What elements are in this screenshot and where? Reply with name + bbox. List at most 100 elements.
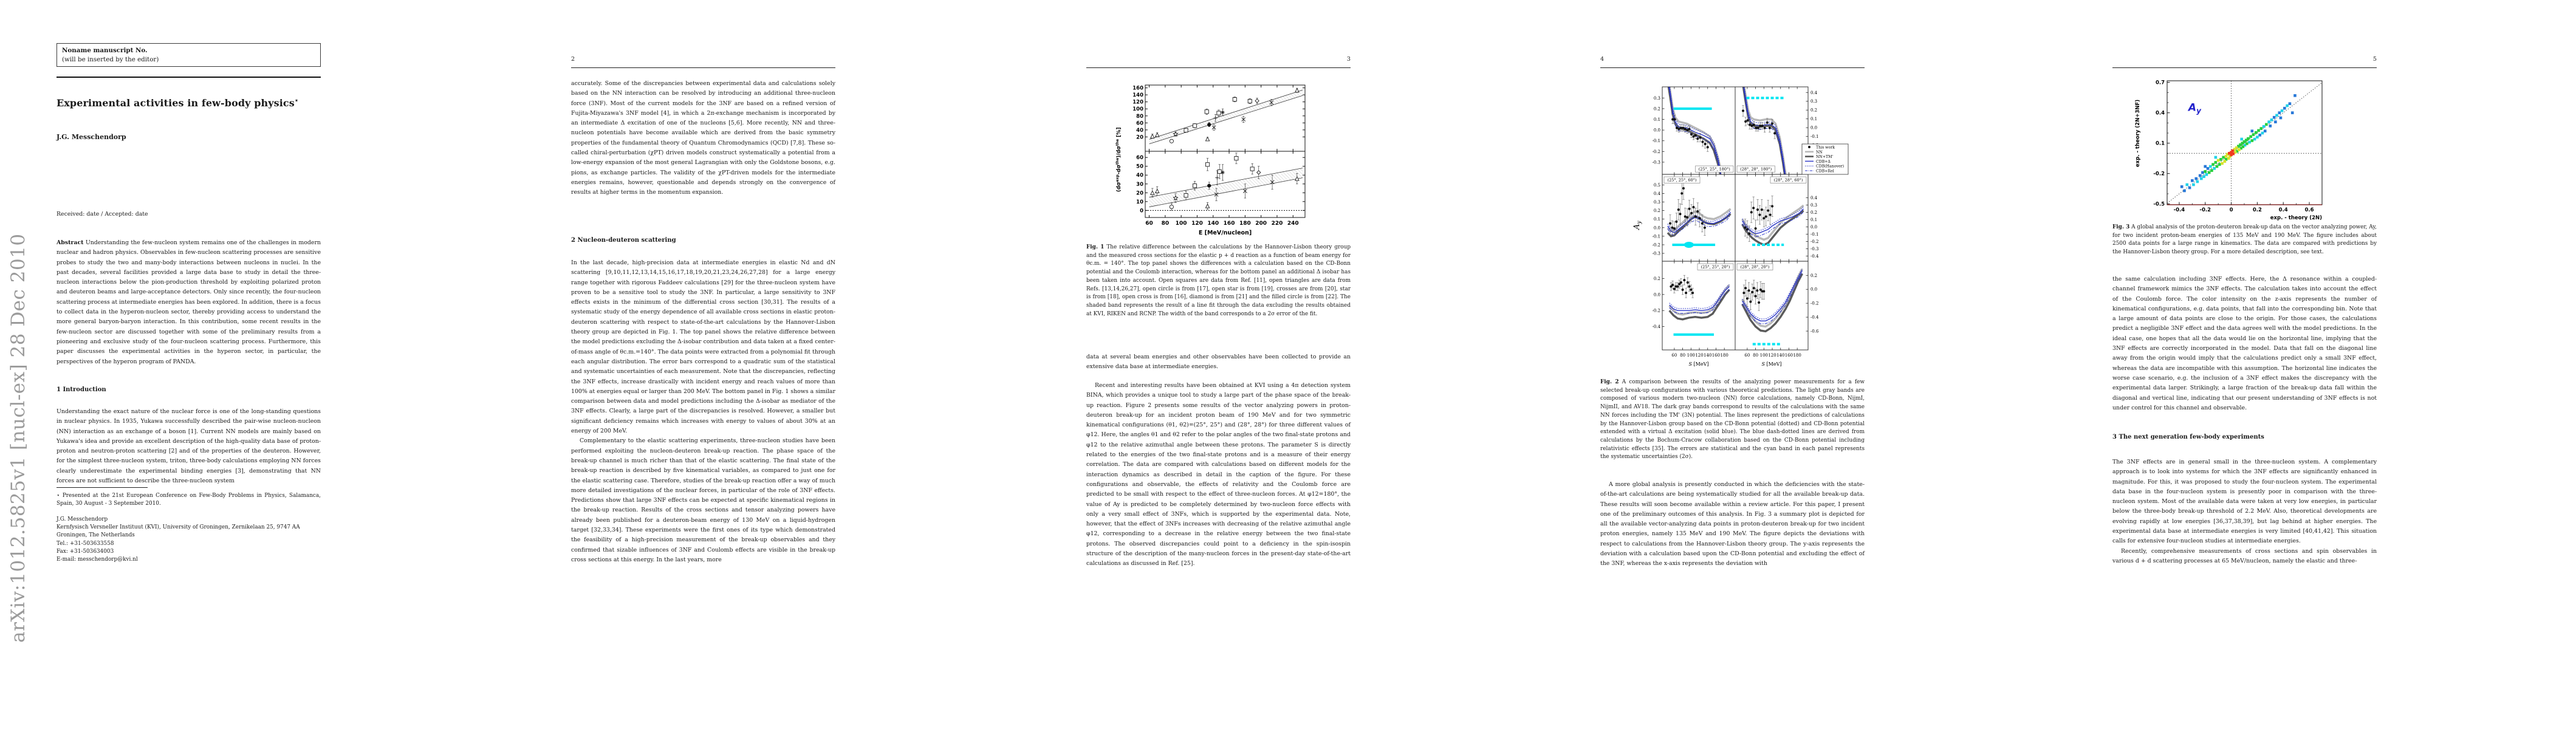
svg-text:20: 20 <box>1136 190 1143 196</box>
svg-text:140: 140 <box>1776 353 1784 358</box>
svg-text:S [MeV]: S [MeV] <box>1762 361 1782 367</box>
svg-text:(dσexp-dσthe)/dσthe [%]: (dσexp-dσthe)/dσthe [%] <box>1115 127 1122 192</box>
svg-text:NN: NN <box>1816 150 1823 154</box>
svg-text:20: 20 <box>1136 134 1143 140</box>
svg-text:-0.1: -0.1 <box>1653 234 1661 239</box>
svg-text:NN+TM': NN+TM' <box>1816 155 1833 159</box>
svg-text:220: 220 <box>1272 221 1283 227</box>
svg-text:0.7: 0.7 <box>2156 80 2165 86</box>
svg-text:S [MeV]: S [MeV] <box>1689 361 1709 367</box>
svg-text:0.4: 0.4 <box>1810 196 1818 200</box>
svg-text:(25°, 25°, 180°): (25°, 25°, 180°) <box>1699 167 1730 172</box>
svg-text:50: 50 <box>1136 164 1143 170</box>
svg-text:-0.5: -0.5 <box>2153 202 2165 208</box>
page-2: 2 accurately. Some of the discrepancies … <box>571 0 835 729</box>
svg-text:80: 80 <box>1136 114 1143 120</box>
svg-text:100: 100 <box>1687 353 1695 358</box>
svg-text:0.1: 0.1 <box>1810 117 1817 122</box>
page-5: 5 -0.4 -0.2 0 0.2 0.4 0.6 0.7 0.4 0.1 -0.2 -0.5 exp… <box>2112 0 2377 729</box>
svg-text:0: 0 <box>1140 208 1143 214</box>
figure-2: (25°, 25°, 180°) (28°, 28°, 180°) (25°, 25… <box>1625 79 1868 372</box>
section-heading-next-generation: 3 The next generation few-body experimen… <box>2112 434 2264 440</box>
body-paragraph: accurately. Some of the discrepancies be… <box>571 80 835 196</box>
svg-text:-0.2: -0.2 <box>2153 171 2165 177</box>
abstract: Abstract Understanding the few-nucleon s… <box>57 238 321 367</box>
address-fax: Fax: +31-503634003 <box>57 548 114 555</box>
svg-text:0.3: 0.3 <box>1654 200 1660 205</box>
svg-text:120: 120 <box>1132 100 1143 106</box>
svg-text:-0.1: -0.1 <box>1810 232 1819 237</box>
svg-text:-0.2: -0.2 <box>1653 149 1661 154</box>
page-1: Noname manuscript No. (will be inserted … <box>57 0 321 729</box>
arxiv-stamp: arXiv:1012.5825v1 [nucl-ex] 28 Dec 2010 <box>7 233 29 643</box>
svg-text:CDB+Δ: CDB+Δ <box>1816 160 1831 164</box>
page-3: 3 20 40 60 80 100 120 140 160 0 10 20 30 40 50 60 60 80 1… <box>1086 0 1351 729</box>
svg-text:160: 160 <box>1712 353 1720 358</box>
abstract-label: Abstract <box>57 239 84 246</box>
svg-text:180: 180 <box>1720 353 1728 358</box>
svg-text:0.3: 0.3 <box>1810 99 1817 104</box>
figure-3: -0.4 -0.2 0 0.2 0.4 0.6 0.7 0.4 0.1 -0.2 -0.5 exp. … <box>2131 75 2374 222</box>
svg-text:0.2: 0.2 <box>1654 106 1660 111</box>
svg-text:-0.2: -0.2 <box>1653 242 1661 247</box>
svg-text:180: 180 <box>1793 353 1801 358</box>
body-paragraph: A more global analysis is presently cond… <box>1600 481 1865 567</box>
svg-text:0.2: 0.2 <box>1810 210 1817 215</box>
svg-text:-0.4: -0.4 <box>1653 324 1661 329</box>
body-paragraph: data at several beam energies and other … <box>1086 354 1351 371</box>
svg-text:40: 40 <box>1136 173 1143 179</box>
svg-text:Ay: Ay <box>1632 221 1643 230</box>
svg-text:-0.3: -0.3 <box>1653 160 1661 165</box>
address-institute: Kernfysisch Versneller Instituut (KVI), … <box>57 524 300 539</box>
svg-text:-0.2: -0.2 <box>2199 207 2211 213</box>
svg-text:exp. - theory (2N+3NF): exp. - theory (2N+3NF) <box>2135 100 2141 167</box>
body-paragraph: In the last decade, high-precision data … <box>571 259 835 435</box>
figure-3-caption: Fig. 3 A global analysis of the proton-d… <box>2112 224 2377 257</box>
svg-text:80: 80 <box>1680 353 1685 358</box>
abstract-text: Understanding the few-nucleon system rem… <box>57 239 321 365</box>
footnote-rule <box>57 487 148 488</box>
svg-text:160: 160 <box>1224 221 1235 227</box>
page-number: 5 <box>2372 56 2377 63</box>
svg-text:60: 60 <box>1671 353 1677 358</box>
body-paragraph: Recently, comprehensive measurements of … <box>2112 547 2377 564</box>
page-number: 2 <box>571 56 575 63</box>
svg-text:120: 120 <box>1695 353 1703 358</box>
figure-1-caption: Fig. 1 The relative difference between t… <box>1086 244 1351 318</box>
page-4: 4 (25°, 25°, 180°) (28°, 28°, 180°) (25°, … <box>1600 0 1865 729</box>
figure-2-plot: (25°, 25°, 180°) (28°, 28°, 180°) (25°, 25… <box>1632 86 1849 367</box>
figure-1-caption-label: Fig. 1 <box>1086 244 1105 250</box>
header-thick-rule <box>57 77 321 78</box>
body-paragraph: the same calculation including 3NF effec… <box>2112 276 2377 411</box>
svg-text:0.1: 0.1 <box>2156 141 2165 147</box>
section-heading-nd-scattering: 2 Nucleon-deuteron scattering <box>571 237 676 244</box>
body-paragraph: The 3NF effects are in general small in … <box>2112 459 2377 545</box>
svg-text:60: 60 <box>1136 155 1143 161</box>
svg-text:(28°, 28°, 20°): (28°, 28°, 20°) <box>1741 265 1770 270</box>
svg-text:-0.2: -0.2 <box>1653 309 1661 313</box>
header-rule <box>1086 67 1351 68</box>
title-footnote-mark: ⋆ <box>294 97 299 104</box>
svg-text:-0.1: -0.1 <box>1810 134 1819 139</box>
figure-2-caption-text: A comparison between the results of the … <box>1600 379 1865 460</box>
header-rule <box>1600 67 1865 68</box>
svg-text:100: 100 <box>1760 353 1768 358</box>
address-tel: Tel.: +31-503633558 <box>57 540 114 547</box>
svg-text:140: 140 <box>1132 92 1143 98</box>
conference-footnote: ⋆ Presented at the 21st European Confere… <box>57 493 321 507</box>
svg-text:80: 80 <box>1753 353 1758 358</box>
address-name: J.G. Messchendorp <box>57 516 108 522</box>
manuscript-box: Noname manuscript No. (will be inserted … <box>57 43 321 67</box>
author-address: J.G. Messchendorp Kernfysisch Versneller… <box>57 516 321 564</box>
svg-text:0.4: 0.4 <box>1810 91 1818 95</box>
svg-text:60: 60 <box>1145 221 1153 227</box>
svg-text:CDB(Hanover): CDB(Hanover) <box>1816 165 1844 169</box>
svg-text:200: 200 <box>1255 221 1267 227</box>
svg-text:-0.3: -0.3 <box>1653 252 1661 256</box>
svg-text:180: 180 <box>1239 221 1251 227</box>
svg-text:-0.2: -0.2 <box>1810 239 1819 244</box>
svg-text:30: 30 <box>1136 182 1143 188</box>
svg-text:0.1: 0.1 <box>1654 117 1660 122</box>
